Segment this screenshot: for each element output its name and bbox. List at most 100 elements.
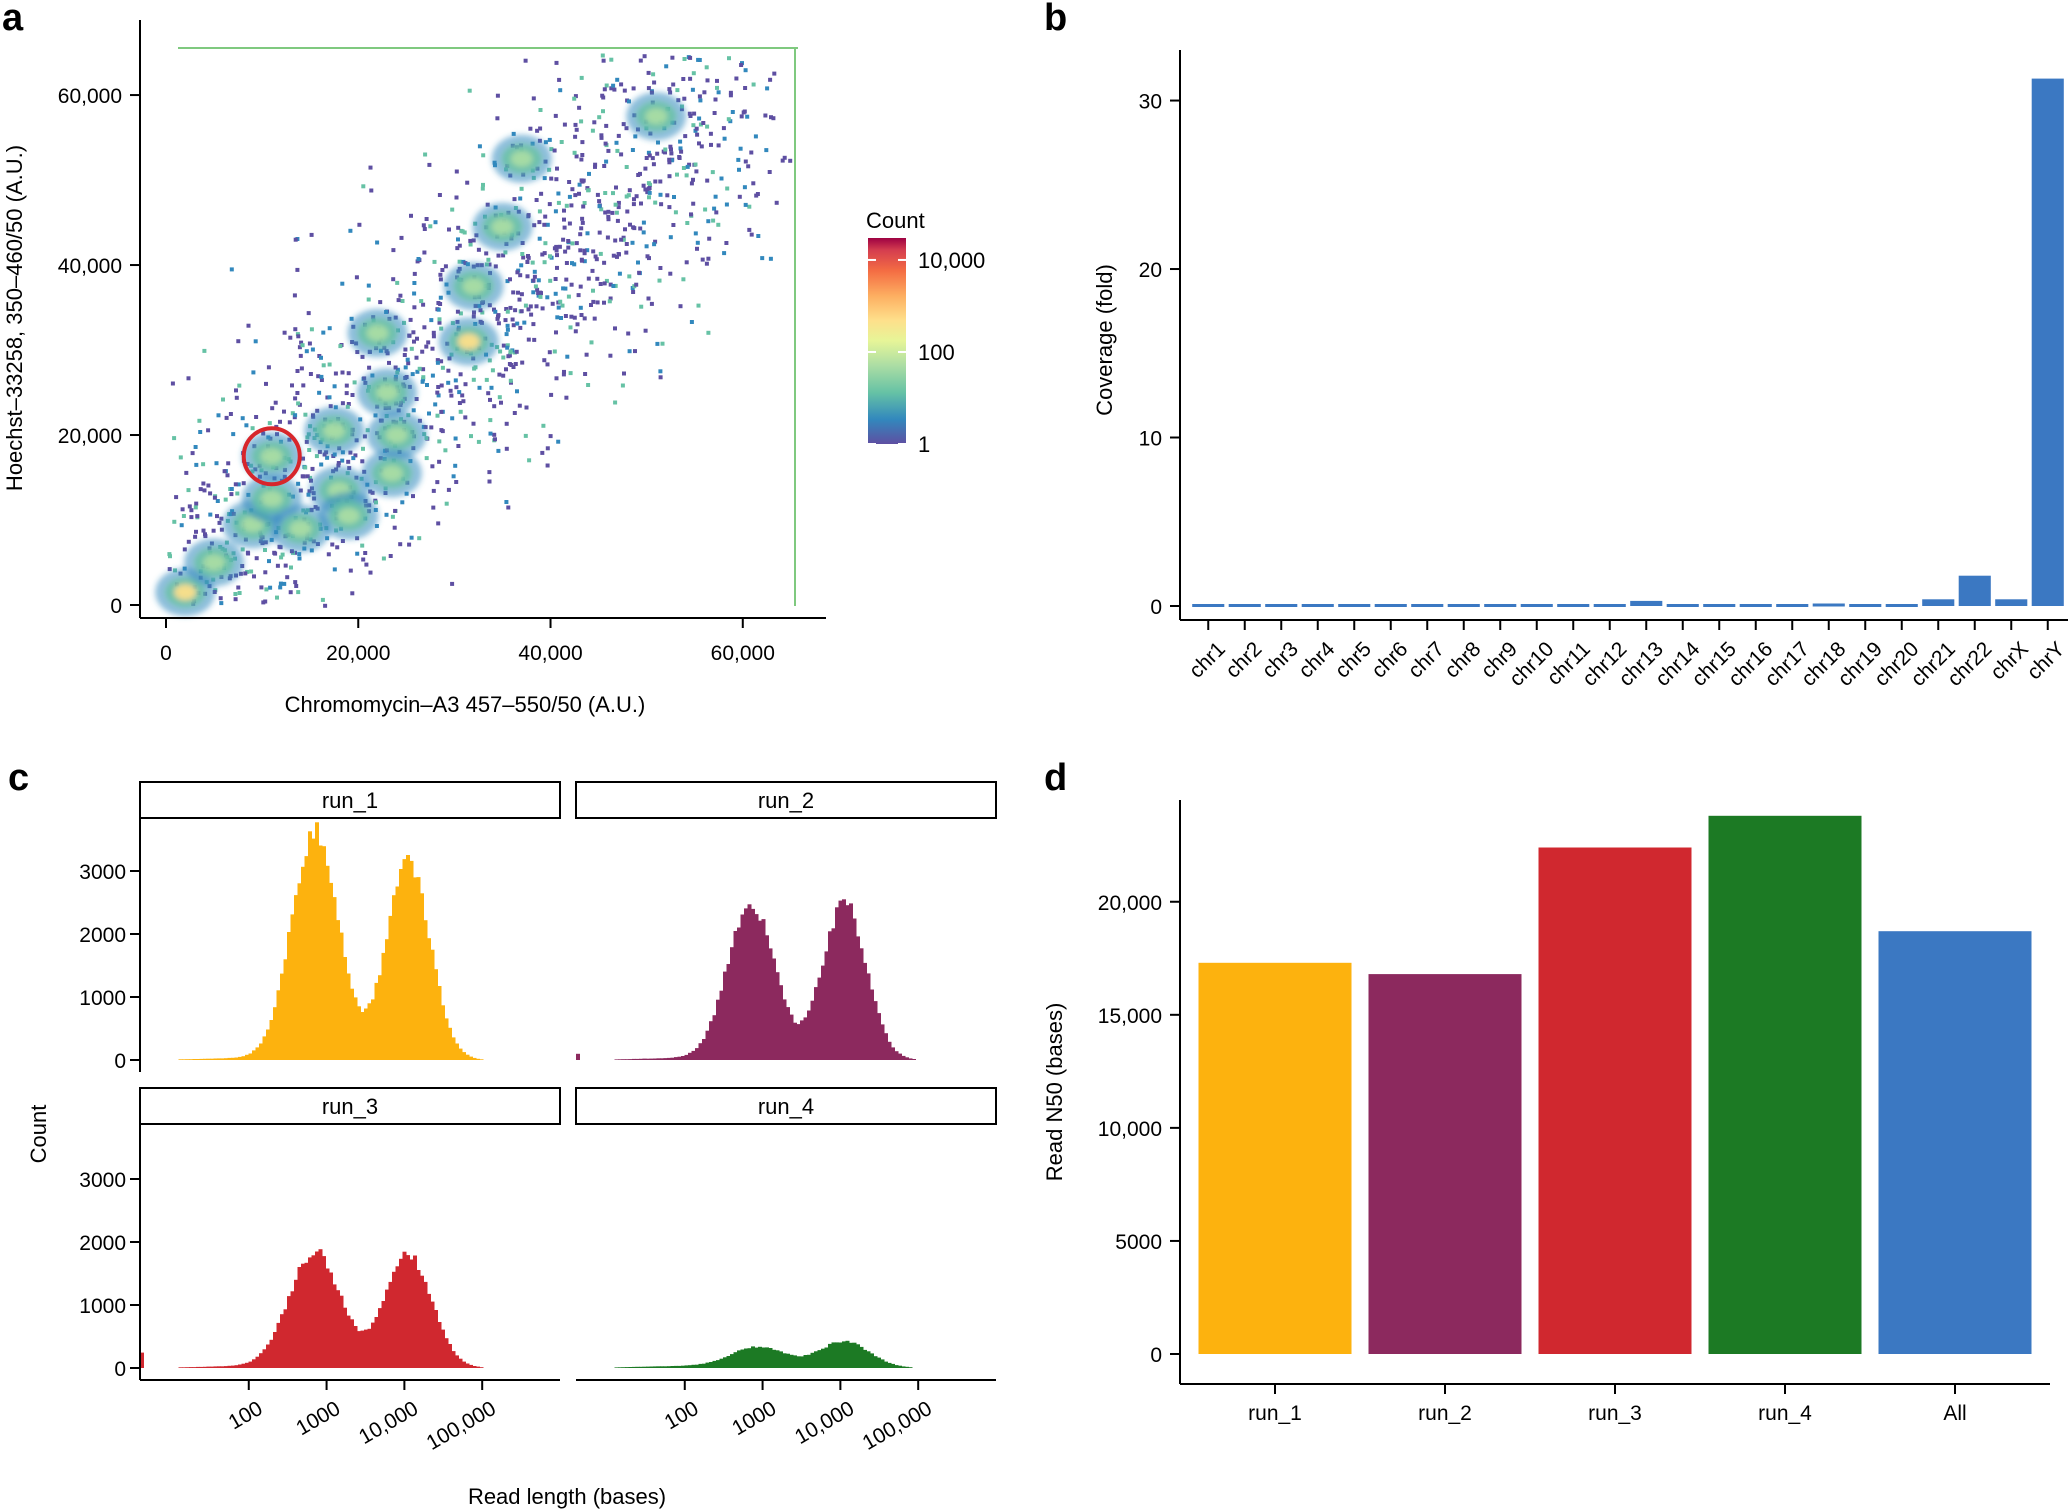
histogram-bin (451, 1351, 456, 1368)
histogram-bin (395, 886, 400, 1060)
scatter-point (547, 350, 552, 355)
histogram-bin (894, 1051, 899, 1060)
scatter-point (528, 126, 533, 131)
scatter-point (463, 382, 468, 387)
histogram-bin (360, 1330, 365, 1368)
scatter-point (417, 536, 422, 541)
histogram-bin (227, 1365, 232, 1368)
scatter-point (574, 127, 579, 132)
facets: run_1 0 1000 2000 3000 run_2 run_3 0 1000 2000 300… (79, 781, 997, 1455)
scatter-point (217, 520, 222, 525)
scatter-point (189, 508, 194, 513)
scatter-point (411, 330, 416, 335)
histogram-bin (259, 1353, 263, 1368)
scatter-point (293, 327, 298, 332)
scatter-point (600, 53, 605, 58)
scatter-point (691, 201, 696, 206)
histogram-bin (220, 1366, 225, 1368)
histogram-bin (733, 931, 738, 1060)
scatter-point (693, 231, 698, 236)
scatter-point (391, 277, 396, 282)
scatter-point (421, 377, 426, 382)
histogram-bin (653, 1058, 657, 1060)
scatter-point (593, 162, 598, 167)
scatter-point (224, 415, 229, 420)
scatter-point (323, 603, 328, 608)
scatter-point (278, 581, 283, 586)
histogram-bin (178, 1059, 183, 1060)
scatter-point (592, 120, 597, 125)
scatter-point (627, 349, 632, 354)
scatter-point (367, 365, 372, 370)
scatter-point (747, 227, 752, 232)
histogram-bin (287, 1296, 291, 1368)
histogram-bin (709, 1021, 713, 1060)
y-tick-label: 3000 (79, 861, 126, 884)
scatter-point (709, 142, 713, 147)
scatter-point (476, 247, 481, 252)
scatter-point (493, 437, 497, 442)
scatter-point (631, 225, 636, 230)
scatter-point (602, 300, 606, 305)
histogram-bin (831, 1342, 836, 1368)
scatter-point (264, 587, 269, 592)
histogram-bin (476, 1058, 480, 1060)
scatter-point (198, 487, 203, 492)
scatter-point (603, 191, 608, 195)
scatter-point (545, 446, 550, 451)
histogram-bin (210, 1058, 214, 1060)
scatter-point (307, 448, 312, 452)
histogram-bin (182, 1059, 186, 1060)
histogram-bin (744, 1348, 748, 1368)
scatter-point (392, 525, 397, 530)
scatter-point (633, 134, 638, 139)
scatter-point (599, 133, 604, 138)
histogram-bin (458, 1358, 463, 1368)
scatter-point (296, 590, 301, 595)
scatter-point (437, 459, 442, 464)
histogram-bin (803, 1355, 808, 1368)
histogram-bin (632, 1366, 636, 1368)
histogram-bin (880, 1024, 885, 1060)
scatter-point (395, 280, 400, 285)
scatter-point (308, 475, 313, 480)
scatter-point (503, 250, 508, 255)
histogram-bin (371, 999, 375, 1060)
scatter-point (645, 190, 650, 195)
scatter-point (446, 368, 451, 373)
histogram-bin (192, 1367, 197, 1368)
scatter-point (564, 203, 569, 208)
histogram-bin (898, 1365, 902, 1368)
histogram-bin (674, 1057, 678, 1060)
histogram-bin (262, 1349, 267, 1368)
histogram-bin (863, 962, 867, 1060)
scatter-point (201, 481, 206, 486)
scatter-point (645, 254, 650, 259)
histogram-bin (803, 1017, 808, 1060)
bar-chr9 (1484, 604, 1517, 607)
scatter-point (396, 298, 401, 303)
scatter-point (631, 86, 636, 91)
scatter-point (768, 256, 773, 261)
scatter-point (547, 137, 552, 142)
scatter-point (525, 260, 530, 264)
histogram-bin (775, 1350, 780, 1368)
histogram-bin (241, 1056, 246, 1060)
scatter-point (304, 439, 309, 444)
histogram-bin (420, 1275, 424, 1368)
scatter-point (591, 299, 596, 304)
scatter-point (563, 314, 568, 318)
scatter-point (562, 208, 566, 213)
scatter-point (336, 461, 341, 465)
histogram-bin (768, 948, 773, 1060)
scatter-point (228, 412, 233, 416)
scatter-point (533, 284, 538, 289)
scatter-point (202, 488, 207, 493)
scatter-point (716, 143, 721, 148)
scatter-point (310, 347, 315, 352)
scatter-point (624, 250, 629, 255)
y-tick-label: 3000 (79, 1169, 126, 1192)
scatter-point (246, 323, 251, 328)
histogram-bin (866, 973, 871, 1060)
histogram-bin (842, 899, 846, 1060)
